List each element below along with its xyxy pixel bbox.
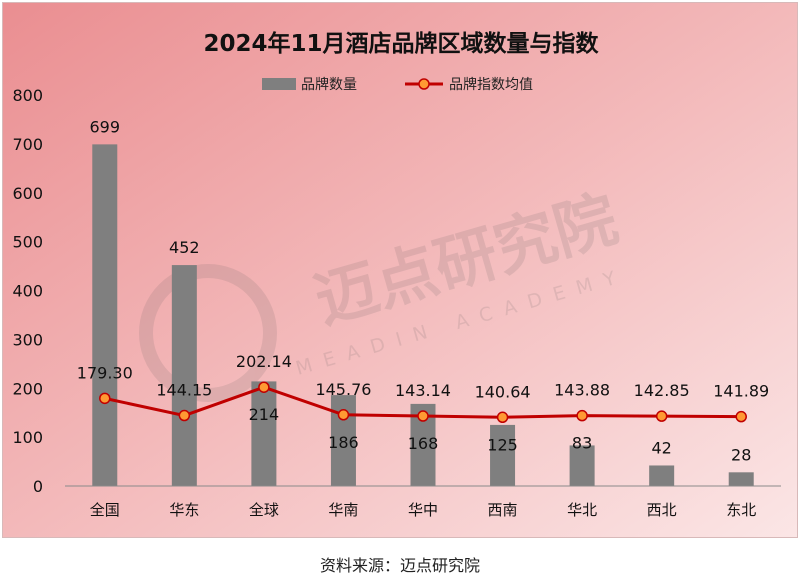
chart-title: 2024年11月酒店品牌区域数量与指数 <box>203 30 599 57</box>
legend-line-marker <box>418 78 430 90</box>
bar <box>490 424 516 486</box>
line-value-label: 144.15 <box>156 381 212 400</box>
bar-value-label: 42 <box>651 438 671 457</box>
bar-labels: 699 452 214 186 168 125 83 42 28 <box>90 117 752 464</box>
line-labels: 179.30 144.15 202.14 145.76 143.14 140.64 143.… <box>77 352 769 401</box>
legend-bar-swatch <box>262 78 296 90</box>
line-point <box>99 392 111 405</box>
x-axis: 全国 华东 全球 华南 华中 西南 华北 西北 东北 <box>65 485 781 519</box>
line-value-label: 140.64 <box>475 382 531 401</box>
x-tick-label: 东北 <box>726 501 756 519</box>
bar-value-label: 168 <box>408 434 439 453</box>
bar-value-label: 28 <box>731 445 751 464</box>
bar-series <box>92 144 754 486</box>
bar <box>569 445 595 486</box>
x-tick-label: 全球 <box>249 501 279 519</box>
chart-svg: 迈点研究院 MEADIN ACADEMY 2024年11月酒店品牌区域数量与指数… <box>3 3 797 537</box>
line-point <box>337 409 350 421</box>
y-tick-label: 700 <box>12 135 43 154</box>
source-note: 资料来源：迈点研究院 <box>319 556 480 575</box>
line-series <box>99 381 747 424</box>
y-tick-label: 100 <box>12 428 43 447</box>
y-tick-label: 300 <box>12 330 43 349</box>
line-point <box>735 410 747 423</box>
line-value-label: 179.30 <box>77 363 133 382</box>
bar <box>728 472 754 486</box>
line-value-label: 143.14 <box>395 381 451 400</box>
bar-value-label: 699 <box>90 117 121 136</box>
line-value-label: 143.88 <box>554 381 610 400</box>
y-tick-label: 600 <box>12 184 43 203</box>
line-value-label: 141.89 <box>713 382 769 401</box>
y-tick-label: 400 <box>12 282 43 301</box>
line-point <box>496 411 509 424</box>
line-point <box>258 381 270 393</box>
bar <box>649 465 675 486</box>
x-tick-label: 华南 <box>328 501 358 519</box>
line-value-label: 202.14 <box>236 352 292 371</box>
line-value-label: 145.76 <box>315 380 371 399</box>
line-value-label: 142.85 <box>634 381 690 400</box>
x-tick-label: 全国 <box>90 501 120 519</box>
y-tick-label: 500 <box>12 233 43 252</box>
bar-value-label: 186 <box>328 433 359 452</box>
chart-background <box>3 3 797 537</box>
line-point <box>417 410 429 422</box>
bar-value-label: 83 <box>572 434 592 453</box>
legend-bar-label: 品牌数量 <box>301 76 357 93</box>
x-tick-label: 西北 <box>647 501 677 519</box>
y-tick-label: 800 <box>12 86 43 105</box>
y-tick-label: 200 <box>12 379 43 398</box>
bar <box>171 265 197 486</box>
bar <box>92 144 118 486</box>
chart-frame: 迈点研究院 MEADIN ACADEMY 2024年11月酒店品牌区域数量与指数… <box>2 2 798 538</box>
y-axis: 0 100 200 300 400 500 600 700 800 <box>12 86 43 496</box>
x-tick-label: 华中 <box>408 501 438 519</box>
bar-value-label: 452 <box>169 238 200 257</box>
x-tick-label: 华东 <box>169 501 199 519</box>
legend: 品牌数量 品牌指数均值 <box>262 76 533 93</box>
line-point <box>178 409 191 422</box>
bar-value-label: 214 <box>249 405 280 424</box>
line-point <box>655 410 668 422</box>
watermark-logo-icon <box>139 264 277 402</box>
y-tick-label: 0 <box>33 477 43 496</box>
bar <box>251 381 277 486</box>
bar-value-label: 125 <box>487 435 518 454</box>
line-point <box>576 409 588 422</box>
x-tick-label: 华北 <box>567 501 597 519</box>
x-tick-label: 西南 <box>488 501 518 519</box>
legend-line-label: 品牌指数均值 <box>449 76 533 93</box>
